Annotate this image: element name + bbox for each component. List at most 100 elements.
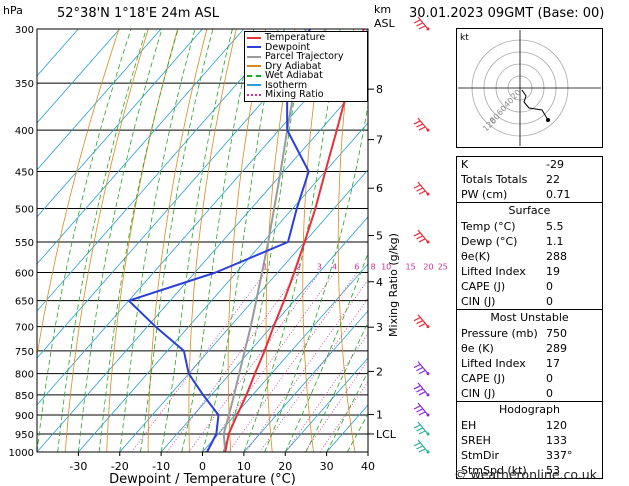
parcel-trajectory-line: [222, 29, 307, 452]
asl-unit: ASL: [374, 17, 395, 30]
x-axis-label: Dewpoint / Temperature (°C): [109, 472, 296, 486]
isotherm: [37, 29, 79, 77]
index-value: 1.1: [546, 235, 564, 248]
wind-barb: [413, 229, 430, 244]
wind-barb: [413, 314, 430, 329]
index-row: K -29: [457, 157, 602, 172]
wind-barb: [413, 421, 430, 436]
mixing-ratio-label: 6: [354, 263, 359, 272]
legend-label: Dry Adiabat: [265, 60, 322, 72]
wet-adiabat: [305, 321, 368, 452]
mixing-ratio-label: 4: [332, 263, 337, 272]
legend-item: Dry Adiabat: [245, 60, 367, 72]
index-value: 0: [546, 372, 553, 385]
wind-barb: [413, 382, 430, 397]
index-value: 0.71: [546, 188, 571, 201]
dry-adiabat: [302, 29, 325, 452]
legend-label: Isotherm: [265, 79, 308, 91]
pressure-tick-label: 550: [15, 238, 34, 249]
legend-item: Mixing Ratio: [245, 90, 367, 100]
mixing-ratio-label: 2: [296, 263, 301, 272]
index-row: EH 120: [457, 418, 602, 433]
index-row: θe(K) 288: [457, 249, 602, 264]
mixing-ratio-label: 3: [317, 263, 322, 272]
mixing-ratio-line: [285, 333, 368, 452]
index-label: θe (K): [461, 342, 494, 355]
dry-adiabat: [265, 29, 296, 452]
legend-label: Dewpoint: [265, 41, 311, 53]
isotherm: [37, 29, 203, 218]
index-label: CAPE (J): [461, 280, 506, 293]
isotherm: [160, 216, 368, 452]
mixing-ratio-line: [131, 272, 266, 452]
pressure-tick-label: 800: [15, 370, 34, 381]
index-label: StmSpd (kt): [461, 464, 527, 477]
index-value: 750: [546, 327, 567, 340]
legend: Temperature Dewpoint Parcel Trajectory Dry …: [244, 31, 368, 102]
index-value: 5.5: [546, 220, 564, 233]
mixing-ratio-line: [304, 359, 368, 452]
index-label: CIN (J): [461, 387, 496, 400]
index-label: PW (cm): [461, 188, 508, 201]
km-tick-label: 1: [376, 409, 383, 422]
wind-barb: [413, 181, 430, 196]
unstable-title: Most Unstable: [490, 311, 569, 324]
dry-adiabat: [64, 29, 149, 452]
index-value: 288: [546, 250, 567, 263]
km-unit: km: [374, 3, 392, 16]
legend-item: Isotherm: [245, 79, 367, 91]
index-label: Totals Totals: [461, 173, 528, 186]
legend-item: Wet Adiabat: [245, 71, 367, 81]
legend-label: Parcel Trajectory: [265, 51, 344, 62]
index-value: 120: [546, 419, 567, 432]
index-row: Totals Totals 22: [457, 172, 602, 187]
legend-swatch: [247, 74, 261, 77]
right-axis-label: Mixing Ratio (g/kg): [387, 233, 400, 337]
x-tick-label: 0: [199, 460, 206, 473]
isotherm: [37, 29, 120, 124]
index-label: Dewp (°C): [461, 235, 518, 248]
km-tick-label: 8: [376, 83, 383, 96]
pressure-tick-label: 450: [15, 167, 34, 178]
index-value: 0: [546, 280, 553, 293]
x-tick-label: -30: [69, 460, 87, 473]
pressure-tick-label: 400: [15, 126, 34, 137]
index-value: -29: [546, 158, 564, 171]
index-value: 53: [546, 464, 560, 477]
dewpoint-line: [127, 29, 311, 452]
wet-adiabat: [284, 251, 368, 452]
mixing-ratio-line: [188, 272, 320, 452]
isotherm: [37, 29, 245, 265]
index-label: SREH: [461, 434, 491, 447]
isotherm: [243, 310, 368, 452]
mixing-ratio-line: [228, 272, 358, 452]
index-value: 19: [546, 265, 560, 278]
dry-adiabat: [106, 29, 178, 452]
index-label: θe(K): [461, 250, 491, 263]
index-label: CIN (J): [461, 295, 496, 308]
mixing-ratio-line: [245, 279, 368, 452]
wet-adiabat: [37, 29, 132, 452]
km-tick-label: 2: [376, 365, 383, 378]
dry-adiabat: [37, 29, 120, 358]
mixing-ratio-line: [319, 380, 368, 452]
wet-adiabat: [98, 29, 179, 452]
x-tick-label: 10: [237, 460, 251, 473]
index-row: Lifted Index 19: [457, 264, 602, 279]
isotherm: [284, 357, 368, 452]
index-label: Pressure (mb): [461, 327, 538, 340]
index-row: CIN (J) 0: [457, 386, 602, 401]
legend-swatch: [247, 65, 261, 68]
dry-adiabat: [147, 29, 208, 452]
index-value: 17: [546, 357, 560, 370]
legend-swatch: [247, 93, 261, 96]
station-info: 52°38'N 1°18'E 24m ASL: [57, 6, 219, 21]
pressure-tick-label: 900: [15, 411, 34, 422]
hodograph-end-point: [546, 118, 550, 122]
hodograph-unit: kt: [460, 33, 469, 43]
x-tick-label: -20: [111, 460, 129, 473]
km-tick-label: 3: [376, 321, 383, 334]
x-tick-label: 40: [361, 460, 375, 473]
